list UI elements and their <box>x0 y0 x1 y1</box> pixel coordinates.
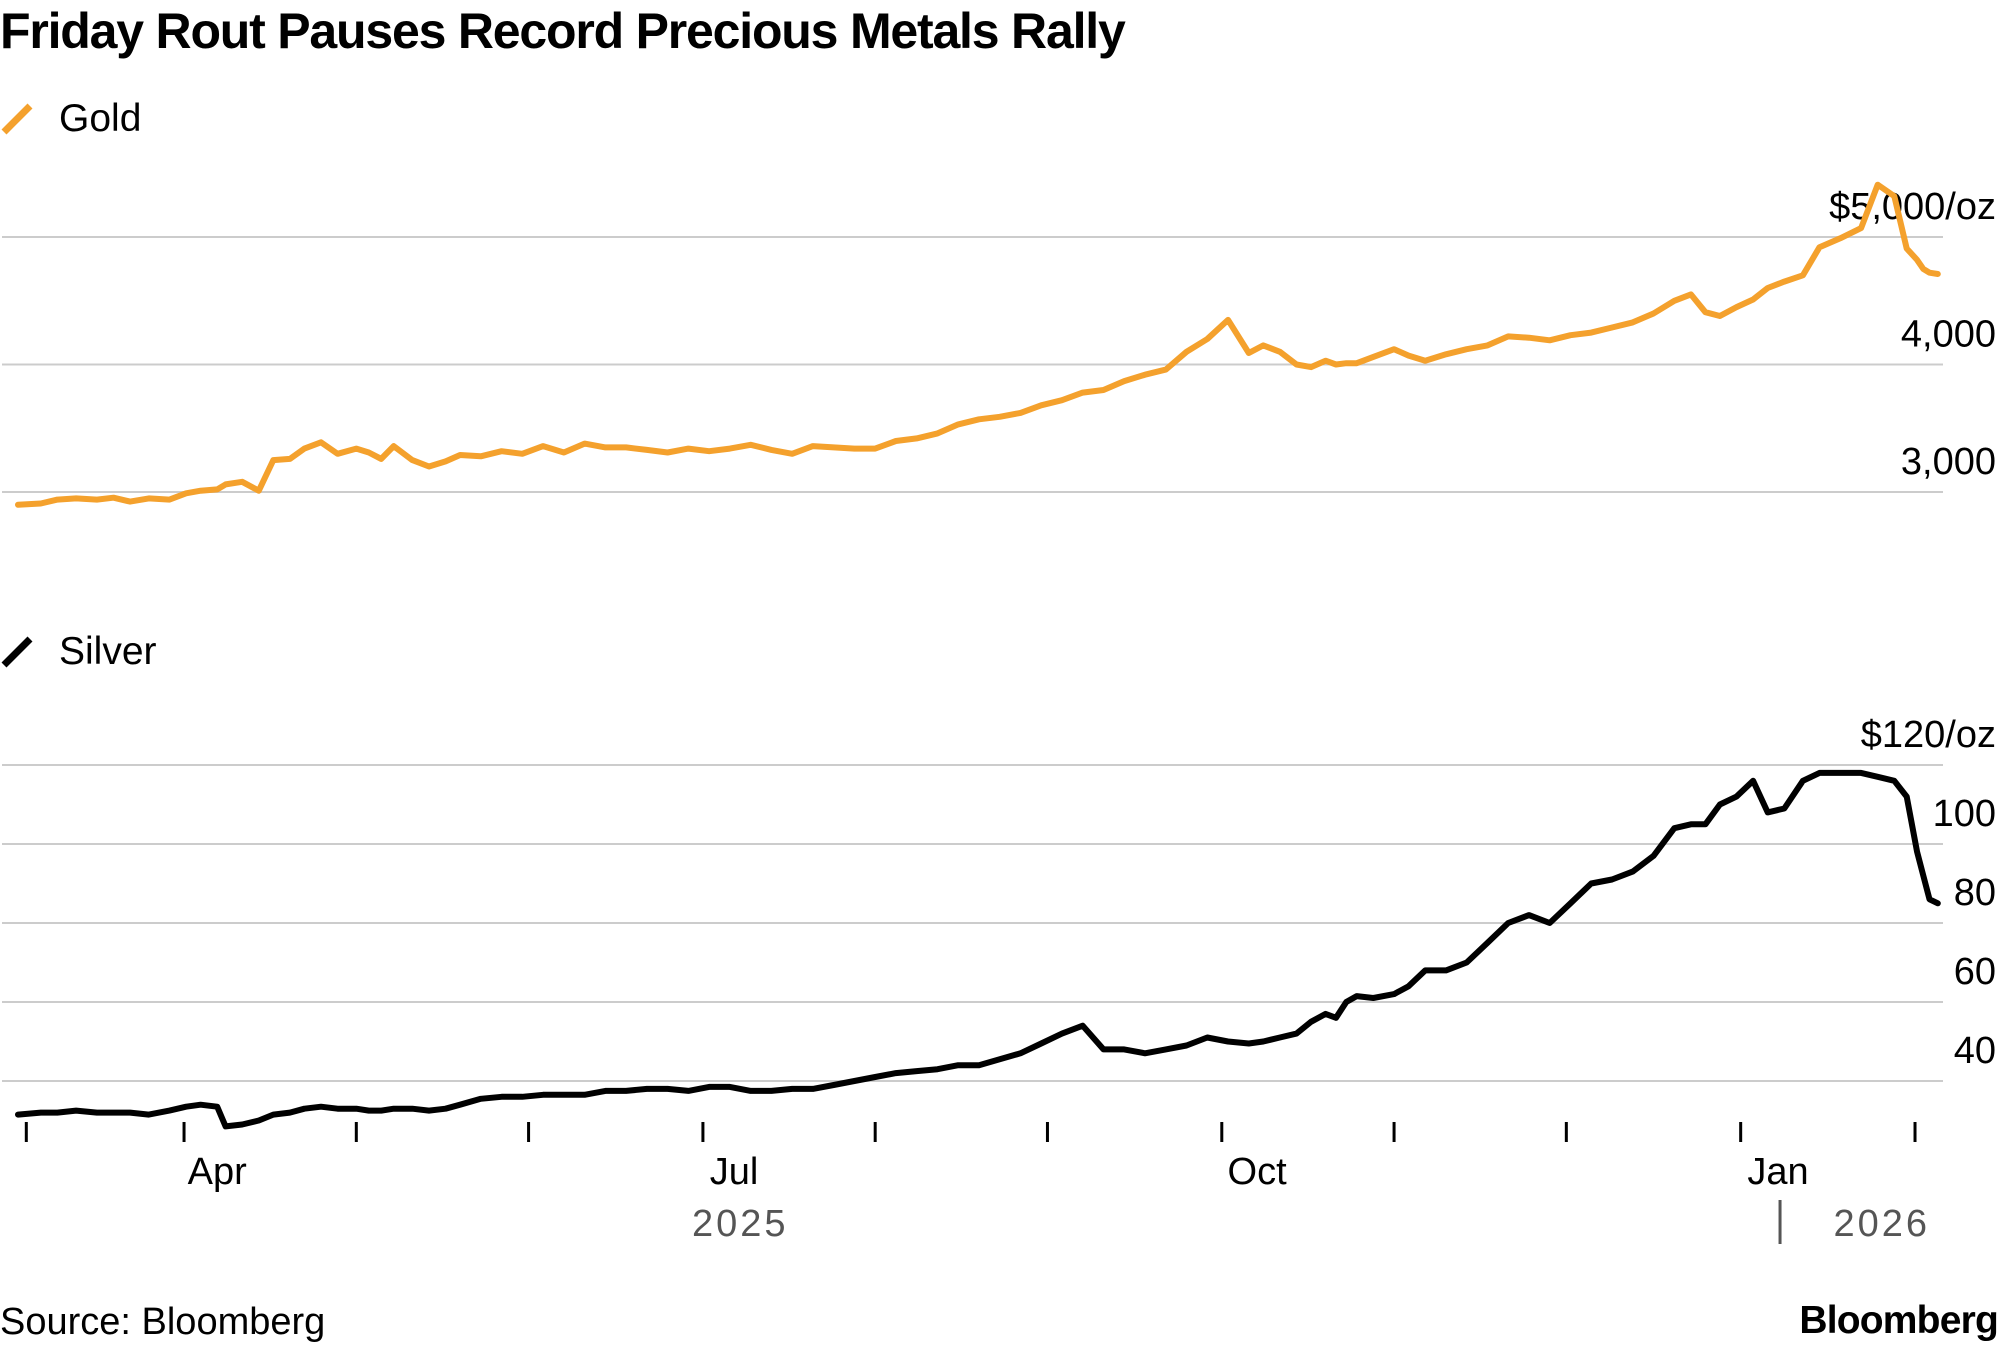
x-axis-year-label-2025: 2025 <box>692 1203 789 1245</box>
x-axis-month-label-apr: Apr <box>188 1151 247 1193</box>
legend-gold-label: Gold <box>59 97 142 140</box>
gold-price-line <box>15 181 1941 508</box>
gold-line-swatch-icon <box>0 101 36 137</box>
silver-y-tick-label-80: 80 <box>1954 872 1996 914</box>
legend-silver: Silver <box>0 630 157 674</box>
source-note: Source: Bloomberg <box>0 1301 326 1343</box>
x-axis-month-label-jan: Jan <box>1747 1151 1808 1193</box>
chart-title: Friday Rout Pauses Record Precious Metal… <box>0 3 1126 59</box>
brand-logo: Bloomberg <box>1799 1299 1998 1342</box>
silver-line-swatch-icon <box>0 634 36 670</box>
legend-silver-label: Silver <box>59 630 157 673</box>
x-axis-month-label-jul: Jul <box>710 1151 759 1193</box>
silver-y-tick-label-60: 60 <box>1954 951 1996 993</box>
silver-y-tick-label-100: 100 <box>1933 793 1996 835</box>
gold-y-tick-label-5000: $5,000/oz <box>1829 186 1996 228</box>
x-axis-year-label-2026: 2026 <box>1834 1203 1931 1245</box>
legend-gold: Gold <box>0 97 141 141</box>
gold-y-tick-label-4000: 4,000 <box>1901 314 1996 356</box>
x-axis-month-label-oct: Oct <box>1228 1151 1288 1193</box>
silver-y-tick-label-40: 40 <box>1954 1030 1996 1072</box>
silver-y-tick-label-120: $120/oz <box>1861 714 1996 756</box>
gold-y-tick-label-3000: 3,000 <box>1901 441 1996 483</box>
silver-price-line <box>15 769 1941 1130</box>
